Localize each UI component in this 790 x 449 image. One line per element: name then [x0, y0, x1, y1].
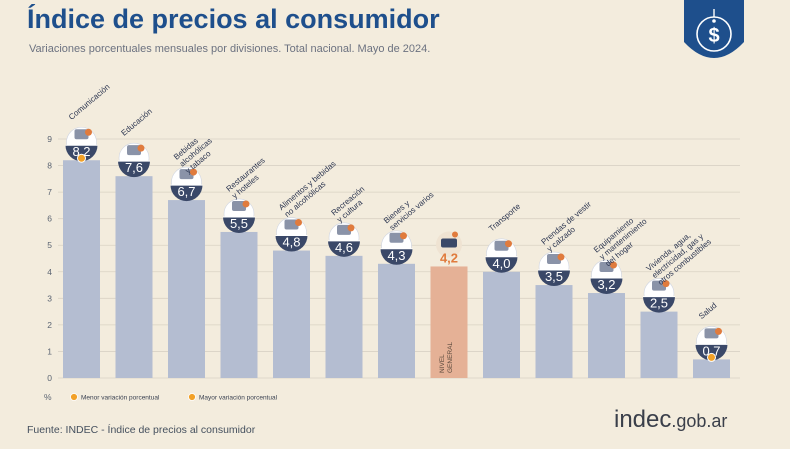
bar	[63, 160, 100, 378]
brand-domain: .gob.ar	[671, 411, 728, 431]
y-tick-label: 5	[47, 240, 52, 250]
y-tick-label: 9	[47, 134, 52, 144]
value-badge	[485, 256, 518, 273]
value-badge	[275, 235, 308, 252]
value-label: 8,2	[72, 144, 90, 159]
bar	[430, 266, 468, 378]
category-label: Bebidasalcohólicasy tabaco	[172, 129, 220, 175]
bar	[535, 285, 573, 378]
value-label: 6,7	[177, 184, 195, 199]
legend-marker	[70, 393, 78, 401]
bar	[273, 250, 310, 378]
general-basket-icon	[436, 231, 462, 258]
max-marker	[77, 153, 86, 163]
category-label: Educación	[120, 107, 154, 138]
value-badge	[695, 344, 728, 361]
y-tick-label: 0	[47, 373, 52, 383]
value-badge	[538, 270, 570, 287]
category-label: NIVELGENERAL	[439, 342, 454, 373]
value-badge	[118, 161, 150, 178]
value-label: 4,0	[492, 256, 510, 271]
value-label: 4,3	[387, 248, 405, 263]
y-tick-label: 6	[47, 214, 52, 224]
bar	[325, 255, 363, 378]
source-note: Fuente: INDEC - Índice de precios al con…	[27, 424, 256, 436]
category-label: Comunicación	[67, 82, 112, 121]
value-badge	[643, 296, 675, 313]
y-tick-label: 1	[47, 346, 52, 356]
bar	[168, 200, 205, 378]
price-tag-dollar-icon: $	[684, 0, 744, 58]
chart-title: Índice de precios al consumidor	[27, 4, 440, 34]
value-badge	[170, 185, 203, 202]
category-label: Salud	[697, 301, 718, 321]
y-tick-label: 2	[47, 320, 52, 330]
value-label: 5,5	[230, 216, 248, 231]
value-label: 3,5	[545, 269, 563, 284]
value-badge	[380, 248, 413, 265]
value-label: 4,8	[282, 235, 300, 250]
category-label: Bienes yservicios varios	[382, 183, 435, 232]
legend-marker	[188, 393, 196, 401]
value-label: 0,7	[702, 343, 720, 358]
value-badge	[223, 216, 255, 233]
category-label: Transporte	[487, 201, 523, 233]
brand-name: indec	[614, 406, 672, 433]
legend-label: Mayor variación porcentual	[199, 395, 278, 402]
legend-item: Mayor variación porcentual	[188, 393, 278, 402]
brand-logo: indec.gob.ar	[614, 406, 727, 434]
bar	[588, 293, 625, 378]
category-label: Restaurantesy hoteles	[225, 156, 273, 200]
bar	[640, 311, 678, 378]
min-marker	[707, 352, 716, 362]
value-label: 4,6	[335, 240, 353, 255]
y-tick-label: 3	[47, 293, 52, 303]
value-badge	[328, 240, 360, 257]
bar	[483, 271, 520, 378]
value-label: 4,2	[440, 250, 458, 265]
y-tick-label: 8	[47, 161, 52, 171]
value-label: 3,2	[597, 277, 615, 292]
value-badge	[590, 278, 623, 295]
bar	[693, 359, 730, 378]
bar	[220, 231, 258, 378]
y-tick-label: 7	[47, 187, 52, 197]
value-label: 7,6	[125, 160, 143, 175]
value-badge	[65, 145, 98, 162]
bar	[115, 176, 153, 378]
chart-subtitle: Variaciones porcentuales mensuales por d…	[29, 43, 431, 55]
svg-text:$: $	[708, 25, 719, 47]
category-label: Vivienda, agua,electricidad, gas yotros …	[645, 223, 713, 287]
legend-label: Menor variación porcentual	[81, 395, 160, 402]
bar	[378, 263, 415, 378]
y-tick-label: 4	[47, 267, 52, 277]
y-axis-label: %	[44, 392, 52, 402]
legend-item: Menor variación porcentual	[70, 393, 160, 402]
value-label: 2,5	[650, 296, 668, 311]
